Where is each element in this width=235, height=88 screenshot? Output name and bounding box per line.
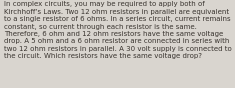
Text: In complex circuits, you may be required to apply both of
Kirchhoff’s Laws. Two : In complex circuits, you may be required… <box>4 1 232 59</box>
